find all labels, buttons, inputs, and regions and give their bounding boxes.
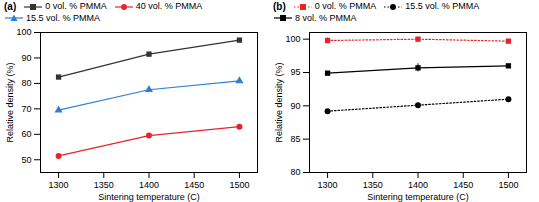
svg-text:1400: 1400 (408, 180, 428, 190)
html-text:15.5 vol. % PMMA: 15.5 vol. % PMMA (405, 1, 480, 12)
svg-text:Relative density (%): Relative density (%) (274, 62, 284, 142)
svg-text:60: 60 (21, 129, 31, 139)
html-text:(b): (b) (273, 1, 286, 13)
svg-text:90: 90 (290, 101, 300, 111)
svg-text:1450: 1450 (453, 180, 473, 190)
html-text:8 vol. % PMMA: 8 vol. % PMMA (295, 12, 357, 23)
svg-text:80: 80 (290, 167, 300, 177)
svg-text:100: 100 (285, 34, 300, 44)
svg-text:Relative density (%): Relative density (%) (5, 62, 15, 142)
svg-text:90: 90 (21, 53, 31, 63)
svg-text:1500: 1500 (498, 180, 518, 190)
svg-text:Sintering temperature (C): Sintering temperature (C) (367, 192, 469, 202)
svg-text:1300: 1300 (318, 180, 338, 190)
svg-text:50: 50 (21, 155, 31, 165)
html-text:0 vol. % PMMA: 0 vol. % PMMA (45, 1, 107, 12)
svg-text:Sintering temperature (C): Sintering temperature (C) (98, 192, 200, 202)
svg-text:70: 70 (21, 104, 31, 114)
svg-text:100: 100 (16, 27, 31, 37)
svg-text:95: 95 (290, 67, 300, 77)
svg-text:1450: 1450 (184, 180, 204, 190)
html-text:40 vol. % PMMA: 40 vol. % PMMA (135, 1, 203, 12)
svg-text:1500: 1500 (229, 180, 249, 190)
svg-text:85: 85 (290, 134, 300, 144)
html-text:15.5 vol. % PMMA: 15.5 vol. % PMMA (26, 12, 100, 23)
svg-text:1300: 1300 (49, 180, 69, 190)
svg-text:1400: 1400 (139, 180, 159, 190)
svg-text:1350: 1350 (363, 180, 383, 190)
html-text:(a): (a) (4, 1, 17, 13)
html-text:0 vol. % PMMA: 0 vol. % PMMA (314, 1, 377, 12)
svg-text:80: 80 (21, 78, 31, 88)
svg-text:1350: 1350 (94, 180, 114, 190)
